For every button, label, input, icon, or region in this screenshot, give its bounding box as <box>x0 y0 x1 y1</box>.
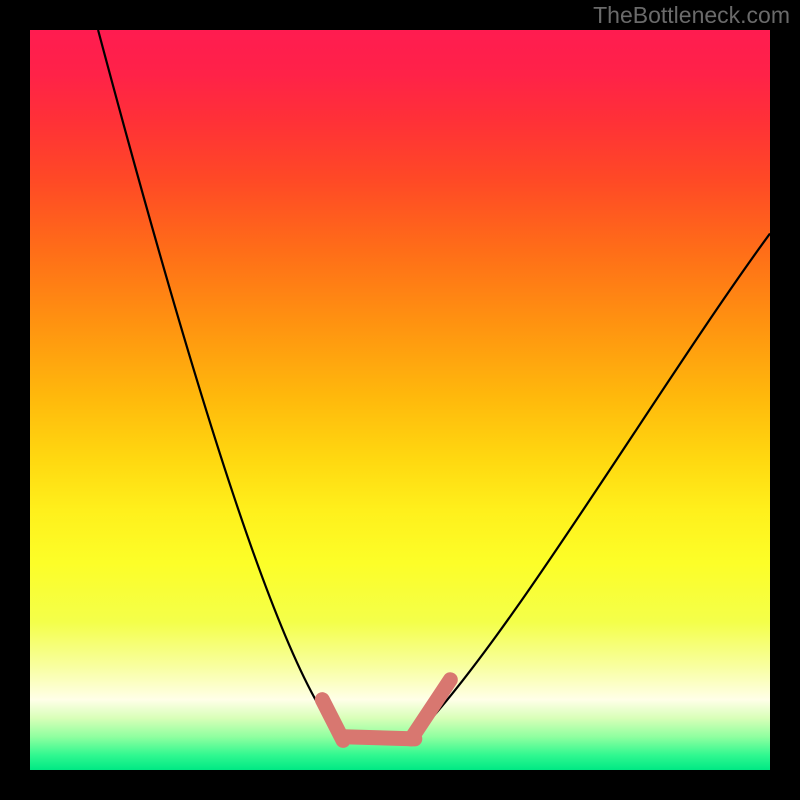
watermark-text: TheBottleneck.com <box>593 2 790 29</box>
bottleneck-chart <box>0 0 800 800</box>
chart-gradient-background <box>30 30 770 770</box>
